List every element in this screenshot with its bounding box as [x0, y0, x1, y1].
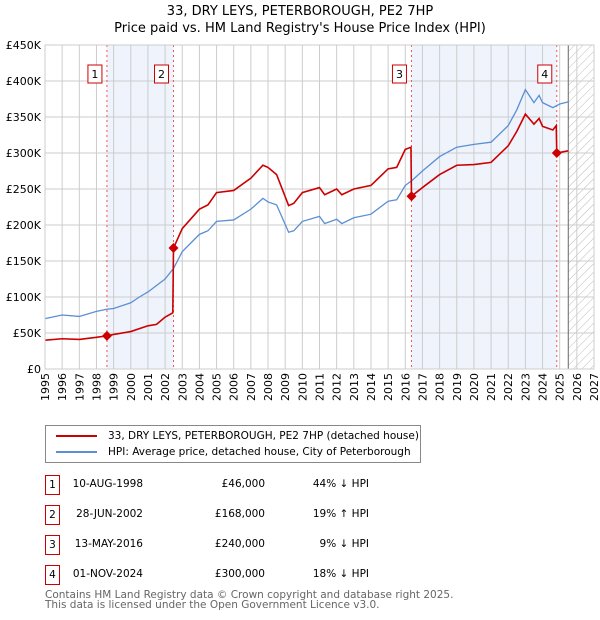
- y-tick-label: £50K: [13, 327, 42, 340]
- legend-label: HPI: Average price, detached house, City…: [108, 446, 411, 458]
- y-tick-label: £400K: [6, 75, 42, 88]
- forecast-hatch: [568, 45, 594, 369]
- x-tick-label: 2000: [125, 373, 138, 401]
- y-tick-label: £450K: [6, 39, 42, 52]
- sale-point: [551, 148, 562, 158]
- x-tick-label: 1998: [90, 373, 103, 401]
- sales-table-row: 4 01-NOV-2024 £300,000 18% ↓ HPI: [45, 565, 375, 585]
- x-tick-label: 2018: [434, 373, 447, 401]
- sale-number: 2: [45, 505, 60, 525]
- sale-point: [406, 191, 417, 202]
- sale-price: £240,000: [214, 538, 265, 550]
- x-tick-label: 2006: [228, 373, 241, 401]
- x-tick-label: 2016: [399, 373, 412, 401]
- sale-number: 1: [45, 475, 60, 495]
- x-tick-label: 1997: [73, 373, 86, 401]
- chart-subtitle: Price paid vs. HM Land Registry's House …: [114, 21, 486, 36]
- y-tick-label: £100K: [6, 291, 42, 304]
- sale-hpi-diff: 9% ↓ HPI: [319, 538, 369, 550]
- x-tick-label: 2023: [519, 373, 532, 401]
- x-tick-label: 2024: [537, 373, 550, 401]
- sale-date: 13-MAY-2016: [74, 538, 143, 550]
- sale-price: £46,000: [221, 478, 265, 490]
- sale-date: 01-NOV-2024: [72, 568, 143, 580]
- x-tick-label: 2011: [314, 373, 327, 401]
- sale-label-box: [87, 64, 103, 84]
- x-tick-label: 1996: [56, 373, 69, 401]
- sale-label: 4: [541, 68, 548, 81]
- sale-number: 3: [45, 535, 60, 555]
- hpi-line: [44, 88, 569, 320]
- x-tick-label: 2013: [348, 373, 361, 401]
- sales-table-row: 1 10-AUG-1998 £46,000 44% ↓ HPI: [45, 475, 375, 495]
- x-tick-label: 2001: [142, 373, 155, 401]
- x-tick-label: 1999: [108, 373, 121, 401]
- x-tick-label: 2020: [468, 373, 481, 401]
- sale-hpi-diff: 18% ↓ HPI: [312, 568, 369, 580]
- x-tick-label: 2009: [279, 373, 292, 401]
- x-tick-label: 2021: [485, 373, 498, 401]
- legend: 33, DRY LEYS, PETERBOROUGH, PE2 7HP (det…: [45, 425, 421, 463]
- x-tick-label: 2015: [382, 373, 395, 401]
- sale-label: 1: [91, 68, 98, 81]
- legend-item-property: 33, DRY LEYS, PETERBOROUGH, PE2 7HP (det…: [56, 430, 419, 442]
- x-tick-label: 2026: [571, 373, 584, 401]
- price-chart: 1995 1996 1997 1998 1999 2000 2001 2002 2003 2004…: [6, 39, 600, 401]
- y-tick-label: £250K: [6, 183, 42, 196]
- x-tick-label: 2019: [451, 373, 464, 401]
- y-tick-label: £0: [27, 363, 41, 376]
- shaded-range: [411, 45, 557, 369]
- sale-label-box: [391, 64, 407, 84]
- x-tick-label: 1995: [39, 373, 52, 401]
- sale-hpi-diff: 44% ↓ HPI: [312, 478, 369, 490]
- y-tick-label: £150K: [6, 255, 42, 268]
- x-tick-label: 2010: [296, 373, 309, 401]
- x-tick-label: 2004: [193, 373, 206, 401]
- y-tick-label: £300K: [6, 147, 42, 160]
- sale-point: [101, 330, 112, 341]
- sale-date: 28-JUN-2002: [76, 508, 143, 520]
- sale-point: [168, 243, 179, 254]
- sale-date: 10-AUG-1998: [72, 478, 143, 490]
- sale-price: £168,000: [214, 508, 265, 520]
- legend-label: 33, DRY LEYS, PETERBOROUGH, PE2 7HP (det…: [108, 430, 419, 442]
- x-tick-label: 2022: [502, 373, 515, 401]
- x-tick-label: 2017: [416, 373, 429, 401]
- sale-label: 3: [396, 68, 403, 81]
- property-line: [44, 112, 569, 341]
- sale-label-box: [537, 64, 553, 84]
- sales-table-row: 2 28-JUN-2002 £168,000 19% ↑ HPI: [45, 505, 375, 525]
- sale-label-box: [154, 64, 170, 84]
- x-tick-label: 2012: [331, 373, 344, 401]
- y-tick-label: £350K: [6, 111, 42, 124]
- sale-label: 2: [158, 68, 165, 81]
- x-tick-label: 2008: [262, 373, 275, 401]
- legend-item-hpi: HPI: Average price, detached house, City…: [56, 446, 411, 458]
- sale-number: 4: [45, 565, 60, 585]
- y-tick-label: £200K: [6, 219, 42, 232]
- x-tick-label: 2014: [365, 373, 378, 401]
- chart-title: 33, DRY LEYS, PETERBOROUGH, PE2 7HP: [166, 4, 434, 19]
- footer-licence: This data is licensed under the Open Gov…: [45, 599, 380, 611]
- footer-copyright: Contains HM Land Registry data © Crown c…: [45, 589, 454, 601]
- x-tick-label: 2005: [211, 373, 224, 401]
- x-tick-label: 2003: [176, 373, 189, 401]
- sale-price: £300,000: [214, 568, 265, 580]
- shaded-range: [106, 45, 174, 369]
- plot-border: [44, 44, 595, 370]
- sale-hpi-diff: 19% ↑ HPI: [312, 508, 369, 520]
- x-tick-label: 2002: [159, 373, 172, 401]
- x-tick-label: 2007: [245, 373, 258, 401]
- x-tick-label: 2025: [554, 373, 567, 401]
- sales-table-row: 3 13-MAY-2016 £240,000 9% ↓ HPI: [45, 535, 375, 555]
- x-tick-label: 2027: [588, 373, 600, 401]
